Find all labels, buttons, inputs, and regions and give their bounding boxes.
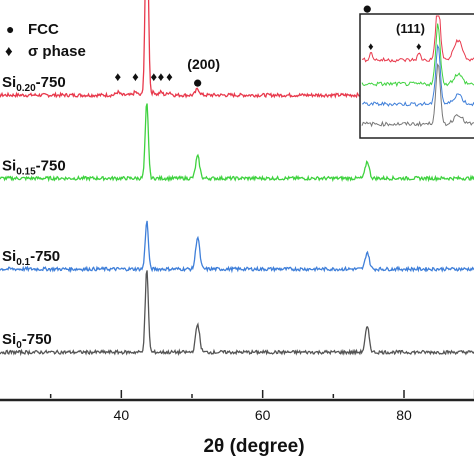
inset-zoom: ♦ (111) ♦ [359,13,474,139]
sigma-peak-marker-3: ♦ [151,69,158,84]
series-label-1: Si0.20-750 [2,74,66,94]
x-axis-title: 2θ (degree) [203,436,304,457]
fcc-peak-marker-2 [194,79,202,87]
sigma-peak-marker-1: ♦ [114,69,121,84]
plot-frame [0,398,474,402]
x-axis-ticks: 40 60 80 [49,390,474,423]
series-labels: Si0.20-750 Si0.15-750 Si0.1-750 Si0-750 [2,74,66,351]
x-tick-label-1: 40 [114,407,130,423]
x-tick-label-2: 60 [255,407,271,423]
sigma-peak-marker-5: ♦ [166,69,173,84]
inset-fcc-label: (111) [396,21,425,36]
inset-lines [361,15,474,128]
legend-sigma-label: σ phase [28,43,86,60]
sigma-peak-marker-4: ♦ [158,69,165,84]
series-line-2 [0,103,474,183]
legend: ● FCC ♦ σ phase [5,21,86,60]
legend-sigma-symbol: ♦ [5,43,13,60]
inset-line-1 [362,15,474,63]
x-tick-label-3: 80 [396,407,412,423]
series-label-3: Si0.1-750 [2,248,60,268]
inset-sigma-marker-1: ♦ [368,41,374,53]
inset-line-4 [361,63,474,128]
series-label-4: Si0-750 [2,331,52,351]
inset-line-2 [361,23,474,88]
series-label-2: Si0.15-750 [2,157,66,177]
peak-label-2: (200) [187,56,220,72]
inset-sigma-marker-2: ♦ [416,41,422,53]
fcc-peak-marker-3 [363,5,371,13]
sigma-peak-marker-2: ♦ [132,69,139,84]
series-line-3 [0,220,474,274]
legend-fcc-label: FCC [28,21,59,38]
inset-line-3 [361,43,474,107]
legend-fcc-symbol: ● [6,21,14,37]
series-line-4 [0,270,474,357]
